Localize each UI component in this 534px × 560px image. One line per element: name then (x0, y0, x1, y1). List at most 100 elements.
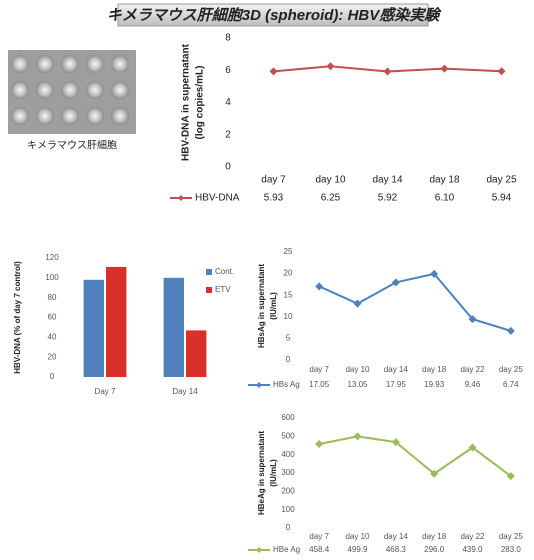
x-tick-label: day 25 (499, 532, 524, 541)
x-tick-label: day 18 (422, 365, 447, 374)
y-tick-label: 40 (48, 332, 57, 341)
table-value: 6.74 (503, 380, 519, 389)
legend-label: HBs Ag (273, 380, 300, 389)
bar (186, 330, 206, 377)
y-axis-label: (IU/mL) (269, 459, 278, 487)
data-point (441, 65, 449, 73)
table-value: 5.94 (492, 193, 512, 204)
data-line (319, 274, 511, 331)
y-axis-label: HBV-DNA (% of day 7 control) (13, 261, 22, 374)
y-tick-label: 20 (284, 269, 293, 278)
y-tick-label: 0 (50, 372, 55, 381)
bar (106, 267, 126, 377)
x-tick-label: Day 7 (95, 387, 116, 396)
table-value: 6.10 (435, 193, 455, 204)
table-value: 13.05 (347, 380, 368, 389)
slide: キメラマウス肝細胞3D (spheroid): HBV感染実験 キメラマウス肝細… (0, 0, 534, 560)
table-value: 17.95 (386, 380, 407, 389)
y-axis-label: (log copies/mL) (195, 66, 206, 140)
legend-label: HBe Ag (273, 545, 300, 554)
table-value: 6.25 (321, 193, 341, 204)
y-tick-label: 0 (225, 162, 231, 173)
well (111, 107, 129, 125)
legend-marker (256, 547, 262, 553)
well (36, 55, 54, 73)
x-tick-label: day 22 (460, 365, 485, 374)
well (11, 107, 29, 125)
x-tick-label: day 25 (499, 365, 524, 374)
well (111, 55, 129, 73)
y-tick-label: 300 (281, 468, 295, 477)
y-tick-label: 600 (281, 413, 295, 422)
y-axis-label: HBV-DNA in supernatant (181, 43, 192, 161)
x-tick-label: day 10 (315, 175, 345, 186)
slide-title: キメラマウス肝細胞3D (spheroid): HBV感染実験 (107, 7, 443, 24)
well (86, 81, 104, 99)
y-tick-label: 2 (225, 129, 231, 140)
well (61, 107, 79, 125)
x-tick-label: day 22 (460, 532, 485, 541)
well (86, 55, 104, 73)
y-tick-label: 15 (284, 290, 293, 299)
data-point (392, 278, 400, 286)
table-value: 5.93 (264, 193, 284, 204)
y-tick-label: 100 (281, 505, 295, 514)
legend-marker (256, 382, 262, 388)
data-point (315, 440, 323, 448)
data-point (498, 67, 506, 75)
table-value: 9.46 (465, 380, 481, 389)
x-tick-label: day 18 (429, 175, 459, 186)
bar (164, 278, 184, 377)
data-point (327, 62, 335, 70)
legend-swatch (206, 269, 212, 275)
table-value: 499.9 (347, 545, 368, 554)
y-axis-label: (IU/mL) (269, 292, 278, 320)
y-tick-label: 80 (48, 293, 57, 302)
x-tick-label: day 14 (384, 365, 409, 374)
legend-label: HBV-DNA (195, 193, 240, 204)
y-tick-label: 60 (48, 313, 57, 322)
y-tick-label: 10 (284, 312, 293, 321)
y-tick-label: 0 (286, 355, 291, 364)
table-value: 439.0 (462, 545, 483, 554)
y-tick-label: 20 (48, 352, 57, 361)
data-point (354, 432, 362, 440)
table-value: 17.05 (309, 380, 330, 389)
y-tick-label: 6 (225, 65, 231, 76)
well (61, 81, 79, 99)
bar (84, 280, 104, 377)
y-tick-label: 200 (281, 486, 295, 495)
y-tick-label: 100 (45, 273, 59, 282)
well (111, 81, 129, 99)
table-value: 468.3 (386, 545, 407, 554)
table-value: 283.0 (501, 545, 522, 554)
x-tick-label: day 7 (261, 175, 286, 186)
y-tick-label: 8 (225, 33, 231, 44)
data-point (270, 67, 278, 75)
x-tick-label: day 14 (384, 532, 409, 541)
legend-marker (178, 195, 184, 201)
well-plate-photo (8, 50, 136, 134)
y-tick-label: 0 (286, 523, 291, 532)
y-tick-label: 5 (286, 334, 291, 343)
y-tick-label: 500 (281, 431, 295, 440)
x-tick-label: day 18 (422, 532, 447, 541)
well (11, 55, 29, 73)
x-tick-label: Day 14 (172, 387, 198, 396)
well (86, 107, 104, 125)
data-point (354, 300, 362, 308)
legend-label: ETV (215, 285, 231, 294)
x-tick-label: day 25 (486, 175, 516, 186)
data-point (315, 282, 323, 290)
well (61, 55, 79, 73)
data-line (319, 436, 511, 476)
table-value: 458.4 (309, 545, 330, 554)
well (36, 81, 54, 99)
data-point (507, 327, 515, 335)
x-tick-label: day 7 (309, 532, 329, 541)
table-value: 19.93 (424, 380, 445, 389)
table-value: 296.0 (424, 545, 445, 554)
x-tick-label: day 14 (372, 175, 402, 186)
x-tick-label: day 7 (309, 365, 329, 374)
table-value: 5.92 (378, 193, 398, 204)
